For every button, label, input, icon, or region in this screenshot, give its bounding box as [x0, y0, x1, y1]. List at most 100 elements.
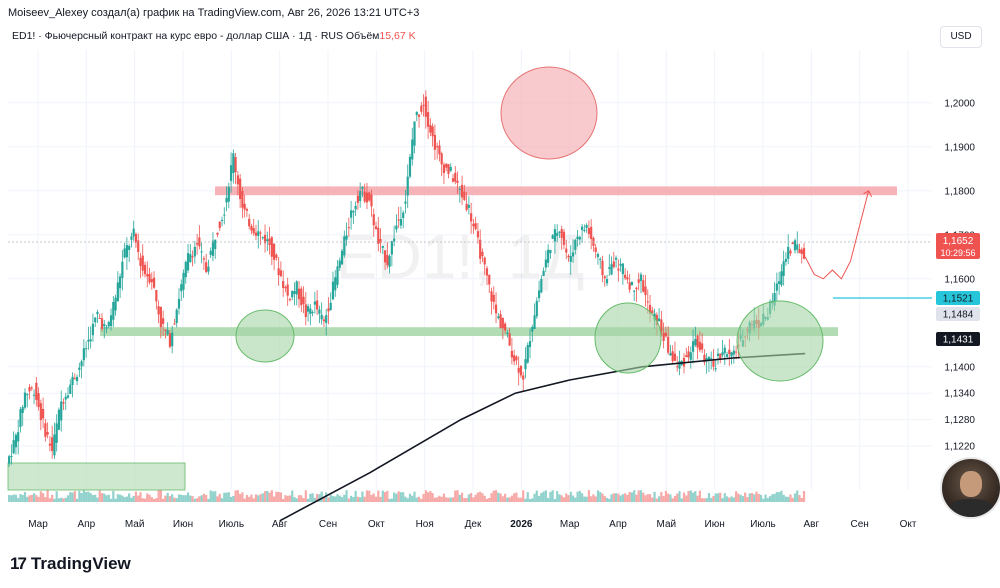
volume-bar [630, 492, 634, 502]
volume-bar [481, 493, 484, 502]
volume-bar [510, 495, 513, 502]
volume-bar [359, 497, 362, 502]
volume-bar [69, 492, 72, 502]
candle-body [71, 376, 74, 386]
currency-button[interactable]: USD [940, 26, 982, 48]
candle-body [658, 318, 661, 322]
volume-bar [177, 494, 181, 502]
candle-body [637, 279, 640, 283]
volume-value: 15,67 K [379, 30, 416, 42]
volume-bar [100, 493, 104, 502]
volume-bar [350, 495, 353, 502]
volume-bar [166, 492, 169, 502]
volume-bar [128, 493, 131, 502]
volume-bar [664, 490, 667, 502]
candle-body [379, 238, 382, 243]
x-tick-label: Июль [750, 519, 776, 530]
candle-body [75, 376, 79, 382]
volume-bar [139, 492, 142, 502]
candle-body [485, 268, 489, 276]
candle-body [533, 315, 536, 329]
candle-body [316, 300, 319, 310]
candle-body [646, 301, 649, 303]
candle-body [479, 239, 482, 259]
volume-bar [250, 494, 253, 502]
volume-bar [266, 490, 269, 502]
candle-body [440, 153, 443, 165]
candle-body [490, 291, 493, 302]
volume-bar [42, 493, 45, 502]
volume-bar [137, 495, 140, 502]
volume-bar [229, 496, 233, 502]
volume-bar [800, 497, 803, 502]
tradingview-logo-icon: 17 [10, 554, 27, 573]
volume-bar [451, 497, 455, 502]
volume-bar [329, 494, 332, 502]
candle-body [635, 287, 638, 290]
volume-bar [714, 493, 717, 502]
candle-body [331, 281, 335, 300]
volume-bar [499, 493, 502, 502]
candle-body [229, 165, 233, 181]
volume-bar [460, 492, 464, 502]
volume-bar [361, 491, 364, 502]
candle-body [551, 235, 554, 239]
volume-bar [728, 497, 731, 502]
volume-bar [422, 493, 425, 502]
x-tick-label: Мар [560, 519, 580, 530]
volume-bar [327, 497, 330, 502]
candle-body [472, 223, 475, 227]
candle-body [200, 251, 203, 253]
volume-bar [196, 498, 199, 502]
candle-body [732, 350, 735, 355]
candle-body [417, 114, 421, 117]
candle-body [524, 359, 527, 370]
volume-bar [476, 492, 480, 502]
candle-body [64, 396, 67, 400]
candle-body [442, 164, 446, 174]
volume-bar [10, 495, 13, 502]
footer-brand[interactable]: 17 TradingView [10, 553, 131, 575]
candle-body [528, 341, 532, 348]
volume-bar [513, 493, 516, 502]
volume-bar [454, 490, 457, 502]
volume-bar [94, 494, 97, 502]
volume-bar [96, 497, 99, 502]
candle-body [284, 287, 287, 289]
volume-bar [14, 494, 18, 502]
volume-bar [300, 495, 303, 502]
volume-bar [703, 498, 706, 502]
volume-bar [648, 494, 652, 502]
y-tick-label: 1,1400 [944, 362, 975, 373]
candle-body [44, 423, 47, 437]
candle-body [388, 256, 391, 267]
volume-bar [374, 496, 378, 502]
candle-body [85, 348, 88, 350]
candle-body [576, 236, 579, 240]
volume-bar [639, 490, 643, 502]
volume-bar [716, 493, 720, 502]
volume-bar [644, 495, 647, 502]
volume-bar [32, 493, 36, 502]
candle-body [508, 333, 511, 346]
candle-body [73, 378, 76, 380]
volume-bar [725, 496, 729, 502]
candle-body [590, 226, 593, 240]
candle-body [397, 219, 400, 221]
x-tick-label: Май [657, 519, 677, 530]
x-tick-label: Окт [368, 519, 385, 530]
volume-bar [198, 496, 201, 502]
volume-bar [334, 496, 337, 502]
volume-bar [465, 498, 468, 502]
volume-bar [71, 492, 74, 502]
resistance-zone [215, 186, 897, 196]
candle-body [282, 281, 285, 289]
volume-bar [397, 491, 400, 502]
candle-body [558, 231, 561, 233]
candle-body [12, 440, 15, 454]
volume-bar [581, 493, 584, 502]
candle-body [234, 157, 237, 173]
candle-body [23, 392, 27, 408]
candle-body [275, 254, 278, 258]
